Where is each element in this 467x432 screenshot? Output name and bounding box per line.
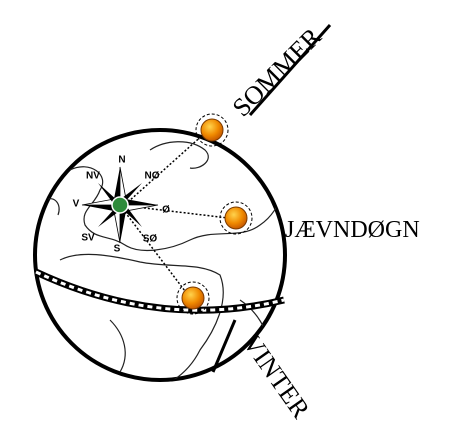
compass-rose (81, 166, 159, 244)
season-label: VINTER (237, 329, 316, 424)
compass-label: SV (81, 233, 95, 244)
sun (195, 113, 229, 147)
globe (33, 128, 287, 382)
compass-label: V (73, 199, 80, 210)
rays (124, 132, 229, 296)
compass-label: Ø (162, 205, 170, 216)
summer-line (248, 24, 332, 116)
compass-label: SØ (143, 234, 158, 245)
season-label: SOMMER (227, 22, 328, 123)
compass-label: NV (86, 171, 100, 182)
sun (176, 281, 210, 315)
compass-label: N (118, 155, 125, 166)
season-label: JÆVNDØGN (285, 217, 420, 243)
compass-label: NØ (145, 171, 160, 182)
compass-label: S (114, 244, 121, 255)
winter-line (211, 319, 237, 373)
sun (219, 201, 253, 235)
